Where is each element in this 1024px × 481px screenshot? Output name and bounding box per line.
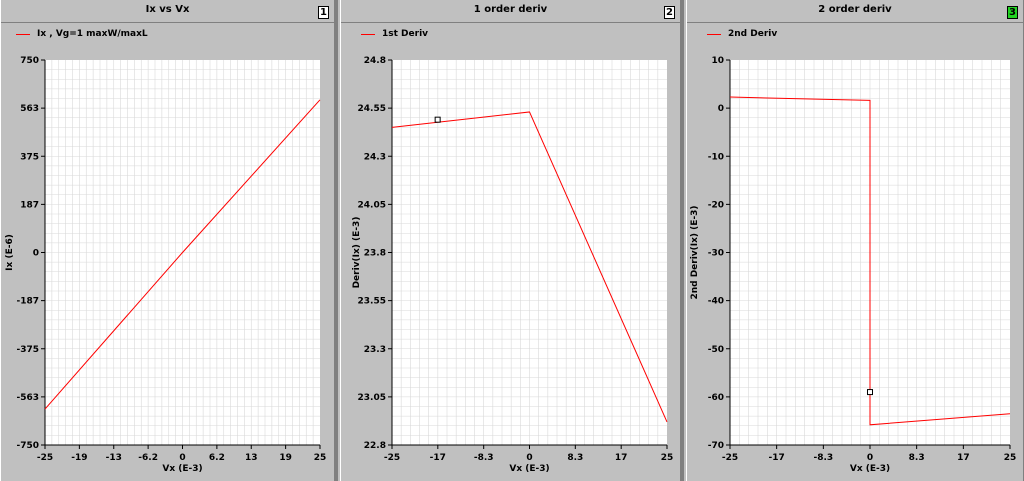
x-tick-label: -6.2 <box>138 453 158 463</box>
x-tick-label: 17 <box>957 453 970 463</box>
y-tick-label: -375 <box>16 345 39 355</box>
legend-label: 1st Deriv <box>382 29 429 39</box>
x-tick-label: 19 <box>279 453 292 463</box>
legend-label: 2nd Deriv <box>728 29 778 39</box>
panel-number-button[interactable]: 2 <box>664 6 675 19</box>
y-tick-label: -30 <box>708 249 724 259</box>
x-tick-label: 25 <box>661 453 674 463</box>
panel-title: Ix vs Vx <box>145 4 190 15</box>
y-tick-label: 24.55 <box>358 104 386 114</box>
panel-title: 1 order deriv <box>473 4 548 15</box>
series-line <box>729 96 1011 426</box>
x-tick-label: -17 <box>769 453 785 463</box>
y-tick-label: 0 <box>718 104 724 114</box>
y-tick-label: 0 <box>33 249 39 259</box>
y-tick-label: -40 <box>708 297 724 307</box>
x-tick-label: 0 <box>526 453 532 463</box>
x-tick-label: -25 <box>384 453 400 463</box>
data-marker <box>434 116 441 123</box>
panel-number-button[interactable]: 3 <box>1007 6 1018 19</box>
panel-number-button[interactable]: 1 <box>318 6 329 19</box>
plot-area[interactable]: -25 -19 -13 -6.2 0 6.2 13 19 25 750 563 375 187 0 -187… <box>1 0 336 481</box>
x-tick-label: -19 <box>71 453 87 463</box>
x-tick-label: 0 <box>179 453 185 463</box>
panel-divider[interactable] <box>335 0 338 481</box>
y-axis-title: Deriv(Ix) (E-3) <box>352 217 362 289</box>
data-marker <box>867 389 873 396</box>
y-tick-label: -10 <box>708 152 724 162</box>
x-tick-label: 0 <box>867 453 873 463</box>
y-tick-label: -50 <box>708 345 724 355</box>
x-tick-label: -17 <box>430 453 446 463</box>
y-tick-label: -60 <box>708 393 724 403</box>
y-tick-label: 23.05 <box>358 393 386 403</box>
plot-area[interactable]: -25 -17 -8.3 0 8.3 17 25 10 0 -10 -20 -30 -40 -50 -60 -… <box>687 0 1024 481</box>
legend-swatch <box>361 34 375 35</box>
y-axis-title: 2nd Deriv(Ix) (E-3) <box>690 205 700 299</box>
y-tick-label: 24.3 <box>364 152 386 162</box>
x-tick-label: -25 <box>37 453 53 463</box>
legend-swatch <box>16 34 30 35</box>
y-tick-label: -187 <box>16 297 39 307</box>
x-tick-label: 25 <box>1004 453 1017 463</box>
x-tick-label: 6.2 <box>209 453 225 463</box>
chart-panel-2: 1 order deriv 2 1st Deriv -25 -17 -8.3 0 8.3… <box>340 0 681 481</box>
x-axis-title: Vx (E-3) <box>509 464 549 474</box>
y-tick-label: -70 <box>708 441 724 451</box>
panel-divider[interactable] <box>681 0 684 481</box>
y-tick-label: -750 <box>16 441 39 451</box>
chart-panel-3: 2 order deriv 3 2nd Deriv -25 -17 -8.3 0 8.3… <box>686 0 1024 481</box>
x-tick-label: 8.3 <box>567 453 583 463</box>
legend-swatch <box>707 34 721 35</box>
x-axis-title: Vx (E-3) <box>850 464 890 474</box>
y-tick-label: 187 <box>20 200 39 210</box>
panel-titlebar: Ix vs Vx 1 <box>1 0 334 23</box>
x-tick-label: 25 <box>314 453 327 463</box>
panel-titlebar: 2 order deriv 3 <box>687 0 1023 23</box>
y-tick-label: 10 <box>711 56 724 66</box>
plot-area[interactable]: -25 -17 -8.3 0 8.3 17 25 24.8 24.55 24.3 24.05 23.8… <box>341 0 682 481</box>
y-tick-label: 24.05 <box>358 200 386 210</box>
legend-label: Ix , Vg=1 maxW/maxL <box>37 29 148 39</box>
y-tick-label: 22.8 <box>364 441 386 451</box>
y-tick-label: -563 <box>16 393 39 403</box>
x-tick-label: 8.3 <box>909 453 925 463</box>
y-tick-label: 375 <box>20 152 39 162</box>
y-tick-label: 563 <box>20 104 39 114</box>
chart-panel-1: Ix vs Vx 1 Ix , Vg=1 maxW/maxL -25 -19 -13… <box>0 0 335 481</box>
x-tick-label: 13 <box>245 453 258 463</box>
y-tick-label: 24.8 <box>364 56 386 66</box>
y-tick-label: 23.55 <box>358 297 386 307</box>
panel-titlebar: 1 order deriv 2 <box>341 0 680 23</box>
x-tick-label: -8.3 <box>814 453 834 463</box>
y-tick-label: 23.8 <box>364 249 386 259</box>
y-axis-title: Ix (E-6) <box>5 234 15 271</box>
x-tick-label: 17 <box>615 453 628 463</box>
x-tick-label: -25 <box>722 453 738 463</box>
x-axis-title: Vx (E-3) <box>162 464 202 474</box>
x-tick-label: -8.3 <box>474 453 494 463</box>
y-tick-label: -20 <box>708 200 724 210</box>
series-line <box>44 99 321 410</box>
x-tick-label: -13 <box>106 453 122 463</box>
y-tick-label: 750 <box>20 56 39 66</box>
y-tick-label: 23.3 <box>364 345 386 355</box>
panel-title: 2 order deriv <box>818 4 892 15</box>
